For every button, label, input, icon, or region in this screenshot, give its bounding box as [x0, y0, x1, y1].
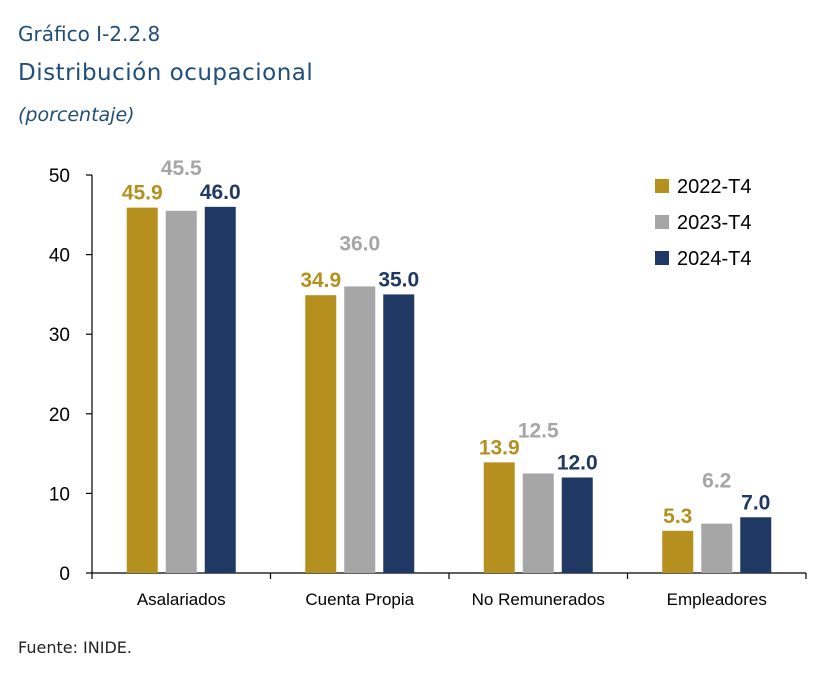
chart-subtitle: (porcentaje) — [18, 104, 135, 126]
source-note: Fuente: INIDE. — [18, 638, 132, 657]
bar — [701, 523, 733, 573]
legend-swatch — [655, 215, 669, 229]
bar — [740, 517, 772, 573]
y-tick-label: 0 — [59, 564, 70, 585]
legend-swatch — [655, 179, 669, 193]
data-label: 7.0 — [741, 491, 770, 514]
legend-label: 2023-T4 — [677, 212, 752, 234]
legend-label: 2024-T4 — [677, 248, 752, 270]
data-label: 36.0 — [339, 232, 380, 255]
data-label: 12.5 — [518, 420, 559, 443]
y-tick-label: 40 — [49, 246, 70, 267]
data-label: 12.0 — [557, 451, 598, 474]
x-tick-label: Asalariados — [137, 590, 226, 609]
data-label: 5.3 — [663, 505, 692, 528]
data-label: 13.9 — [479, 436, 520, 459]
data-label: 35.0 — [378, 268, 419, 291]
data-label: 46.0 — [200, 181, 241, 204]
bar — [662, 530, 694, 573]
legend-swatch — [655, 251, 669, 265]
chart-kicker: Gráfico I-2.2.8 — [18, 22, 161, 46]
x-tick-label: Empleadores — [667, 590, 767, 609]
bar — [126, 207, 158, 574]
data-label: 45.9 — [122, 182, 163, 205]
bar — [522, 473, 554, 573]
bar — [344, 286, 376, 573]
bar — [483, 462, 515, 573]
y-tick-label: 50 — [49, 166, 70, 187]
chart-title: Distribución ocupacional — [18, 60, 314, 86]
y-tick-label: 20 — [49, 405, 70, 426]
bar — [383, 294, 415, 573]
legend-label: 2022-T4 — [677, 176, 752, 198]
bar — [204, 206, 236, 573]
data-label: 45.5 — [161, 157, 202, 180]
bar — [561, 477, 593, 573]
bar — [305, 295, 337, 573]
y-tick-label: 10 — [49, 484, 70, 505]
y-tick-label: 30 — [49, 325, 70, 346]
x-tick-label: No Remunerados — [472, 590, 605, 609]
data-label: 34.9 — [300, 269, 341, 292]
bar — [165, 210, 197, 573]
x-tick-label: Cuenta Propia — [305, 590, 414, 609]
data-label: 6.2 — [702, 470, 731, 493]
